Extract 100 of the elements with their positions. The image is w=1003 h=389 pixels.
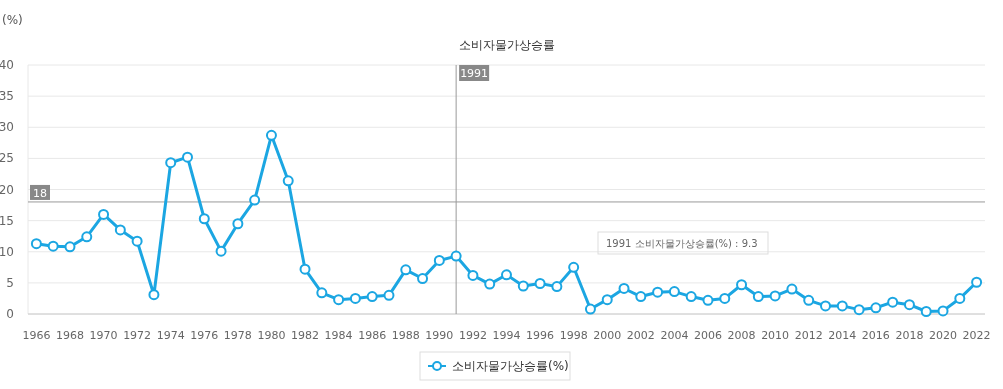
point [551, 281, 563, 293]
y-tick-label: 40 [0, 58, 14, 72]
point [668, 286, 680, 298]
point [601, 294, 613, 306]
point [282, 175, 294, 187]
point [182, 151, 193, 163]
point [501, 269, 512, 281]
point [400, 264, 412, 276]
point [870, 302, 882, 314]
x-tick-label: 2022 [962, 329, 991, 342]
y-tick-label: 25 [0, 151, 14, 166]
point [383, 289, 395, 301]
x-tick-label: 1968 [55, 329, 84, 342]
point [333, 294, 345, 306]
point [887, 296, 899, 308]
ref-line-label: 18 [33, 186, 47, 200]
point [198, 213, 210, 225]
ref-line-label: 1991 [460, 67, 489, 80]
point [820, 300, 831, 312]
y-tick-label: 20 [0, 182, 14, 197]
point [81, 231, 93, 243]
x-tick-label: 2016 [861, 329, 890, 342]
x-tick-label: 2014 [828, 329, 857, 342]
x-tick-label: 1990 [425, 329, 454, 342]
point [736, 279, 748, 291]
point [752, 291, 764, 303]
point [215, 245, 227, 257]
point [47, 240, 59, 252]
x-tick-label: 1998 [559, 329, 588, 342]
x-tick-label: 1974 [156, 329, 185, 342]
point [316, 287, 328, 299]
point [584, 303, 596, 315]
x-tick-label: 2012 [794, 329, 823, 342]
x-tick-label: 2010 [761, 329, 790, 342]
x-tick-label: 2000 [593, 329, 622, 342]
x-tick-label: 1986 [358, 329, 387, 342]
x-tick-label: 1976 [190, 329, 219, 342]
point [232, 218, 244, 230]
chart-title: 소비자물가상승률 [458, 38, 555, 52]
point [30, 238, 42, 250]
x-tick-label: 1970 [89, 329, 118, 342]
point [114, 224, 126, 236]
point [64, 241, 76, 253]
point [131, 235, 143, 247]
point [249, 194, 261, 206]
point [265, 129, 277, 141]
x-tick-label: 1996 [526, 329, 555, 342]
point [853, 304, 865, 316]
x-tick-label: 1992 [458, 329, 487, 342]
x-tick-label: 1988 [391, 329, 420, 342]
y-axis-title: (%) [2, 13, 23, 27]
point [165, 157, 177, 169]
point [450, 250, 462, 262]
x-tick-label: 1980 [257, 329, 286, 342]
point [702, 294, 714, 306]
y-tick-label: 35 [0, 89, 14, 104]
point [937, 305, 949, 317]
point [299, 263, 311, 275]
point [618, 282, 630, 294]
y-tick-label: 30 [0, 120, 14, 135]
point [836, 300, 848, 312]
point [349, 292, 361, 304]
x-tick-label: 1982 [291, 329, 320, 342]
point [903, 299, 915, 311]
y-tick-label: 10 [0, 244, 14, 259]
y-tick-label: 5 [6, 275, 14, 290]
point [971, 276, 983, 288]
x-tick-label: 2006 [693, 329, 722, 342]
x-tick-label: 2004 [660, 329, 689, 342]
point [803, 294, 815, 306]
x-tick-label: 2008 [727, 329, 756, 342]
annotation: 1991 소비자물가상승률(%) : 9.3 [606, 238, 758, 249]
point [786, 283, 798, 295]
x-tick-label: 2020 [929, 329, 958, 342]
y-tick-label: 0 [6, 307, 14, 321]
x-tick-label: 2002 [626, 329, 655, 342]
point [148, 289, 160, 301]
point [467, 269, 479, 281]
x-tick-label: 1994 [492, 329, 521, 342]
point [635, 291, 647, 303]
x-tick-label: 1966 [22, 329, 51, 342]
point [719, 292, 731, 304]
point [366, 291, 378, 303]
point [517, 280, 529, 292]
point [417, 273, 429, 285]
point [568, 261, 580, 273]
legend-label: 소비자물가상승률(%) [452, 359, 569, 373]
point [534, 278, 546, 289]
point [685, 291, 697, 303]
x-tick-label: 2018 [895, 329, 924, 342]
x-tick-label: 1984 [324, 329, 353, 342]
point [920, 306, 932, 318]
point [652, 286, 664, 298]
point [769, 290, 781, 302]
x-tick-label: 1972 [123, 329, 152, 342]
y-tick-label: 15 [0, 213, 14, 228]
x-tick-label: 1978 [223, 329, 252, 342]
point [98, 208, 110, 220]
point [484, 278, 496, 290]
point [954, 292, 966, 304]
